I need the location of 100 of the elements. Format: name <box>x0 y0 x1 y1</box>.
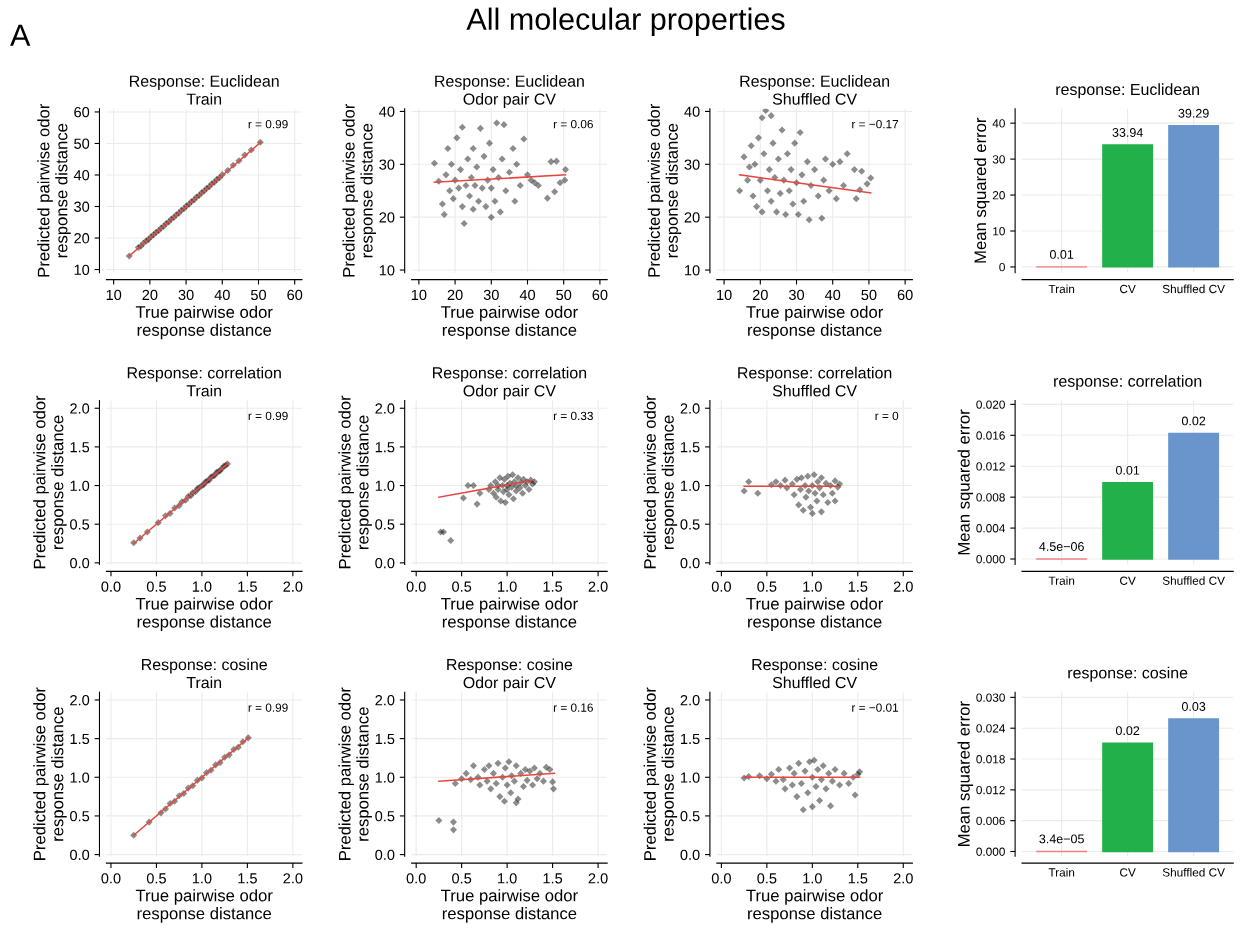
x-tick-label: 1.5 <box>238 581 257 592</box>
point <box>772 777 780 785</box>
point <box>773 208 781 216</box>
point <box>451 779 459 787</box>
point <box>818 214 826 222</box>
point <box>462 769 470 777</box>
chart-title: Response: cosine <box>447 658 573 674</box>
point <box>817 474 825 482</box>
y-tick-label: 1.0 <box>70 480 90 491</box>
annotation: r = −0.17 <box>852 119 899 129</box>
point <box>736 187 744 195</box>
x-tick-label: 2.0 <box>588 873 608 884</box>
point <box>462 181 470 189</box>
point <box>825 769 833 777</box>
y-tick-label: 1.0 <box>681 480 700 491</box>
point <box>507 789 515 797</box>
point <box>791 139 799 147</box>
point <box>469 144 477 152</box>
chart-subtitle: Train <box>186 384 222 397</box>
x-tick-label: 1.5 <box>543 581 563 592</box>
point <box>845 779 853 787</box>
point <box>825 187 833 195</box>
y-axis-title: Predicted pairwise odor response distance <box>342 103 376 277</box>
x-axis-title: True pairwise odor response distance <box>135 597 273 631</box>
y-tick-label: 0.008 <box>976 493 1005 502</box>
point <box>502 187 510 195</box>
point <box>487 184 495 192</box>
y-axis-title: Predicted pairwise odor response distance <box>647 103 682 277</box>
point <box>810 471 818 479</box>
point <box>514 795 522 803</box>
text: A <box>10 24 31 46</box>
x-tick-label: 1.5 <box>848 581 868 592</box>
point <box>749 192 757 200</box>
point <box>758 208 766 216</box>
y-axis-title: Predicted pairwise odor response distance <box>338 687 372 860</box>
point <box>493 119 501 127</box>
x-tick-label: CV <box>1120 868 1136 877</box>
text: All molecular properties <box>466 7 785 37</box>
point <box>843 150 851 158</box>
point <box>767 197 775 205</box>
point <box>500 475 508 483</box>
y-tick-label: 0.000 <box>976 847 1005 856</box>
data-label: 39.29 <box>1178 108 1209 118</box>
point <box>503 781 511 789</box>
point <box>762 108 770 114</box>
point <box>760 150 768 158</box>
x-tick-label: 50 <box>250 289 267 301</box>
point <box>430 159 438 167</box>
point <box>449 195 457 203</box>
chart-title: Response: cosine <box>142 658 267 674</box>
y-tick-label: 30 <box>74 201 90 212</box>
y-axis-title: Mean squared error <box>957 409 974 555</box>
point <box>836 781 844 789</box>
point <box>798 171 806 179</box>
point <box>814 766 822 774</box>
point <box>489 166 497 174</box>
point <box>464 155 472 163</box>
point <box>758 114 766 122</box>
y-tick-label: 0.0 <box>375 849 395 861</box>
x-tick-label: 10 <box>106 289 122 301</box>
point <box>505 168 513 176</box>
y-tick-label: 2.0 <box>375 695 395 706</box>
bar <box>1102 144 1154 268</box>
point <box>494 759 502 767</box>
point <box>509 495 518 503</box>
point <box>546 766 554 774</box>
x-tick-label: 0.5 <box>757 873 777 884</box>
x-axis-title: True pairwise odor response distance <box>135 889 273 923</box>
point <box>476 489 484 497</box>
annotation: r = 0.99 <box>248 411 288 421</box>
y-tick-label: 0.5 <box>70 811 90 822</box>
point <box>774 155 782 163</box>
point <box>469 205 477 213</box>
point <box>435 817 443 825</box>
point <box>498 155 506 163</box>
y-tick-label: 10 <box>993 227 1005 236</box>
point <box>805 487 813 495</box>
point <box>475 197 483 205</box>
point <box>543 194 551 202</box>
x-tick-label: 40 <box>519 289 536 301</box>
point <box>816 796 824 805</box>
y-tick-label: 0.004 <box>976 524 1006 533</box>
x-tick-label: 2.0 <box>893 873 913 884</box>
point <box>804 472 812 480</box>
point <box>491 197 499 205</box>
x-tick-label: 0.0 <box>101 873 121 884</box>
data-label: 0.02 <box>1115 726 1140 736</box>
point <box>496 793 504 801</box>
point <box>456 166 465 174</box>
point <box>753 203 761 211</box>
chart-subtitle: Shuffled CV <box>772 93 858 105</box>
point <box>473 163 481 171</box>
point <box>799 506 807 514</box>
x-tick-label: 1.0 <box>192 873 212 884</box>
point <box>529 781 537 789</box>
point <box>453 134 461 142</box>
point <box>806 503 815 511</box>
chart-subtitle: Odor pair CV <box>463 93 556 108</box>
x-tick-label: CV <box>1120 284 1136 294</box>
y-tick-label: 60 <box>74 107 90 118</box>
